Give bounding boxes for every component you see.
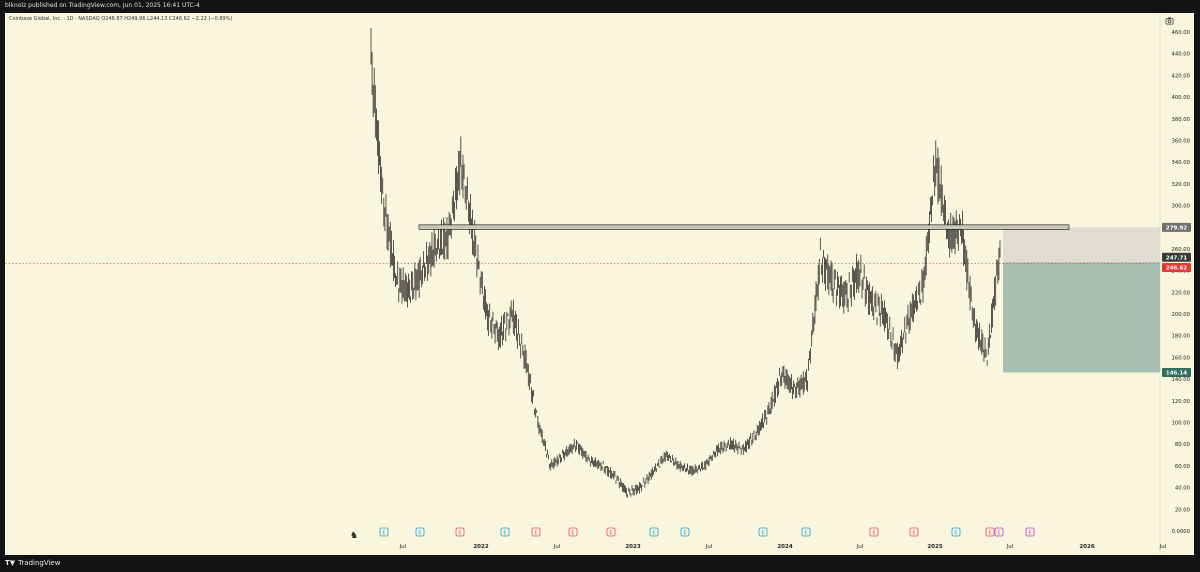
earnings-marker[interactable]: [680, 527, 690, 537]
price-badge: [1162, 262, 1191, 272]
brand-name: TradingView: [18, 559, 61, 567]
price-tick-label: 80.00: [1175, 442, 1191, 448]
price-tick-label: 400.00: [1171, 95, 1190, 101]
time-axis-label: 2023: [625, 544, 640, 550]
dividend-icon: ♞: [350, 531, 358, 541]
earnings-marker-label: E: [804, 531, 807, 537]
time-axis-label: Jul: [1006, 544, 1014, 550]
earnings-marker-label: E: [571, 531, 574, 537]
price-tick-label: 200.00: [1171, 312, 1190, 318]
earnings-marker-label: E: [988, 531, 991, 537]
time-axis-label: Jul: [705, 544, 713, 550]
earnings-marker[interactable]: [1025, 527, 1035, 537]
earnings-marker[interactable]: [568, 527, 578, 537]
price-tick-label: 180.00: [1171, 334, 1190, 340]
price-badge-label: 247.71: [1166, 255, 1187, 261]
earnings-marker[interactable]: [531, 527, 541, 537]
earnings-marker[interactable]: [415, 527, 425, 537]
time-axis-label: Jul: [399, 544, 407, 550]
tradingview-logo-icon: T▼: [5, 559, 16, 567]
price-tick-label: 160.00: [1171, 355, 1190, 361]
earnings-marker-label: E: [458, 531, 461, 537]
earnings-marker-label: E: [683, 531, 686, 537]
symbol-legend: Coinbase Global, Inc. · 1D · NASDAQ O246…: [9, 16, 233, 22]
tradingview-brand[interactable]: T▼ TradingView: [5, 559, 60, 567]
earnings-marker[interactable]: [909, 527, 919, 537]
earnings-marker-label: E: [534, 531, 537, 537]
publisher-bar: blknolz published on TradingView.com, Ju…: [0, 0, 1200, 13]
earnings-marker-label: E: [761, 531, 764, 537]
price-tick-label: 320.00: [1171, 182, 1190, 188]
earnings-marker-label: E: [382, 531, 385, 537]
price-tick-label: 140.00: [1171, 377, 1190, 383]
time-axis-label: Jul: [1159, 544, 1167, 550]
earnings-marker-label: E: [912, 531, 915, 537]
price-tick-label: 60.00: [1175, 464, 1191, 470]
target-zone[interactable]: [1003, 262, 1160, 373]
time-axis-label: 2025: [927, 544, 942, 550]
earnings-marker-label: E: [503, 531, 506, 537]
earnings-marker-label: E: [1028, 531, 1031, 537]
earnings-marker[interactable]: [951, 527, 961, 537]
price-tick-label: 300.00: [1171, 204, 1190, 210]
price-badge-label: 279.92: [1166, 225, 1187, 231]
earnings-marker-label: E: [997, 531, 1000, 537]
earnings-marker[interactable]: [758, 527, 768, 537]
time-axis-label: 2022: [473, 544, 488, 550]
chart-panel[interactable]: 460.00 440.00 420.00 400.00 380.00 360.00 340.…: [5, 13, 1194, 555]
earnings-marker[interactable]: [649, 527, 659, 537]
price-tick-label: 220.00: [1171, 290, 1190, 296]
price-badge-label: 146.14: [1166, 370, 1187, 376]
price-badge-label: 246.62: [1166, 265, 1187, 271]
price-tick-label: 40.00: [1175, 486, 1191, 492]
camera-icon[interactable]: [1165, 16, 1174, 25]
resistance-band[interactable]: [418, 224, 1070, 230]
earnings-marker[interactable]: [606, 527, 616, 537]
earnings-marker[interactable]: [869, 527, 879, 537]
earnings-marker[interactable]: [455, 527, 465, 537]
earnings-marker-label: E: [418, 531, 421, 537]
price-badge: [1162, 252, 1191, 262]
price-badge: [1162, 222, 1191, 232]
earnings-marker-label: E: [609, 531, 612, 537]
price-tick-label: 120.00: [1171, 399, 1190, 405]
price-tick-label: 440.00: [1171, 52, 1190, 58]
time-axis-label: 2024: [777, 544, 792, 550]
earnings-marker-label: E: [954, 531, 957, 537]
earnings-marker[interactable]: [994, 527, 1004, 537]
price-chart[interactable]: 460.00 440.00 420.00 400.00 380.00 360.00 340.…: [5, 13, 1194, 555]
publisher-text: blknolz published on TradingView.com, Ju…: [5, 2, 200, 9]
price-tick-label: 460.00: [1171, 30, 1190, 36]
price-tick-label: 20.00: [1175, 507, 1191, 513]
time-axis-label: Jul: [553, 544, 561, 550]
time-axis-label: 2026: [1079, 544, 1094, 550]
price-tick-label: 380.00: [1171, 117, 1190, 123]
price-tick-label: 0.0000: [1171, 529, 1190, 535]
price-tick-label: 420.00: [1171, 73, 1190, 79]
earnings-marker-label: E: [652, 531, 655, 537]
resistance-zone[interactable]: [1003, 227, 1160, 263]
earnings-marker[interactable]: [500, 527, 510, 537]
price-tick-label: 260.00: [1171, 247, 1190, 253]
price-badge: [1162, 367, 1191, 377]
footer-bar: T▼ TradingView: [0, 555, 1200, 572]
earnings-marker[interactable]: [985, 527, 995, 537]
earnings-marker[interactable]: [379, 527, 389, 537]
earnings-marker[interactable]: [801, 527, 811, 537]
earnings-marker-label: E: [872, 531, 875, 537]
price-tick-label: 360.00: [1171, 138, 1190, 144]
time-axis-label: Jul: [856, 544, 864, 550]
price-tick-label: 340.00: [1171, 160, 1190, 166]
price-tick-label: 100.00: [1171, 421, 1190, 427]
